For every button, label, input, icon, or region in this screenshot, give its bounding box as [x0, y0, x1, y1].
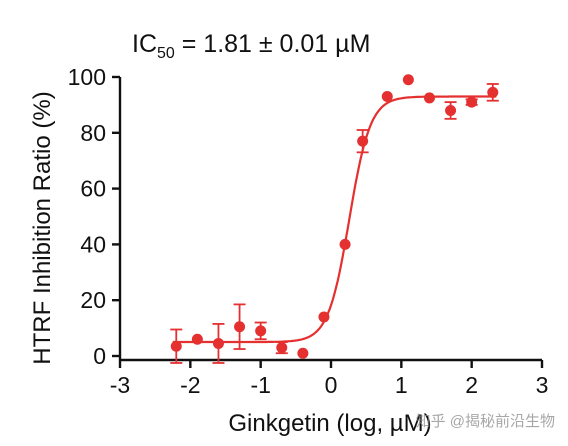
x-axis-ticks: -3 -2 -1 0 1 2 3: [110, 360, 549, 398]
y-tick-label: 80: [80, 120, 106, 146]
x-tick-label: 1: [395, 372, 408, 398]
x-tick-label: -2: [180, 372, 200, 398]
ic50-annotation: IC50 = 1.81 ± 0.01 µM: [132, 30, 370, 62]
data-point: [234, 321, 246, 333]
x-tick-label: -1: [250, 372, 270, 398]
data-point: [212, 337, 224, 349]
data-point: [445, 104, 457, 116]
data-point: [276, 342, 288, 354]
data-point: [423, 92, 435, 104]
y-tick-label: 60: [80, 176, 106, 202]
data-point: [357, 135, 369, 147]
data-point: [466, 96, 478, 108]
y-axis-title: HTRF Inhibition Ratio (%): [29, 91, 56, 364]
x-tick-label: 2: [465, 372, 478, 398]
data-points: [170, 74, 499, 359]
x-tick-label: 3: [536, 372, 549, 398]
y-tick-label: 100: [68, 64, 106, 90]
data-point: [297, 347, 309, 359]
data-point: [318, 311, 330, 323]
data-point: [381, 91, 393, 103]
y-tick-label: 0: [93, 343, 106, 369]
data-point: [339, 238, 351, 250]
fit-curve-group: [172, 95, 497, 344]
y-tick-label: 20: [80, 287, 106, 313]
data-point: [402, 74, 414, 86]
fit-curve: [172, 95, 497, 344]
y-axis-ticks: 0 20 40 60 80 100: [68, 64, 120, 369]
x-tick-label: -3: [110, 372, 130, 398]
x-tick-label: 0: [325, 372, 338, 398]
error-bars: [170, 83, 499, 364]
data-point: [487, 86, 499, 98]
x-axis-title: Ginkgetin (log, µM): [228, 410, 431, 437]
data-point: [255, 325, 267, 337]
data-point: [170, 340, 182, 352]
watermark: 知乎 @揭秘前沿生物: [416, 413, 555, 430]
axes: [118, 77, 542, 362]
y-tick-label: 40: [80, 231, 106, 257]
data-point: [191, 333, 203, 345]
